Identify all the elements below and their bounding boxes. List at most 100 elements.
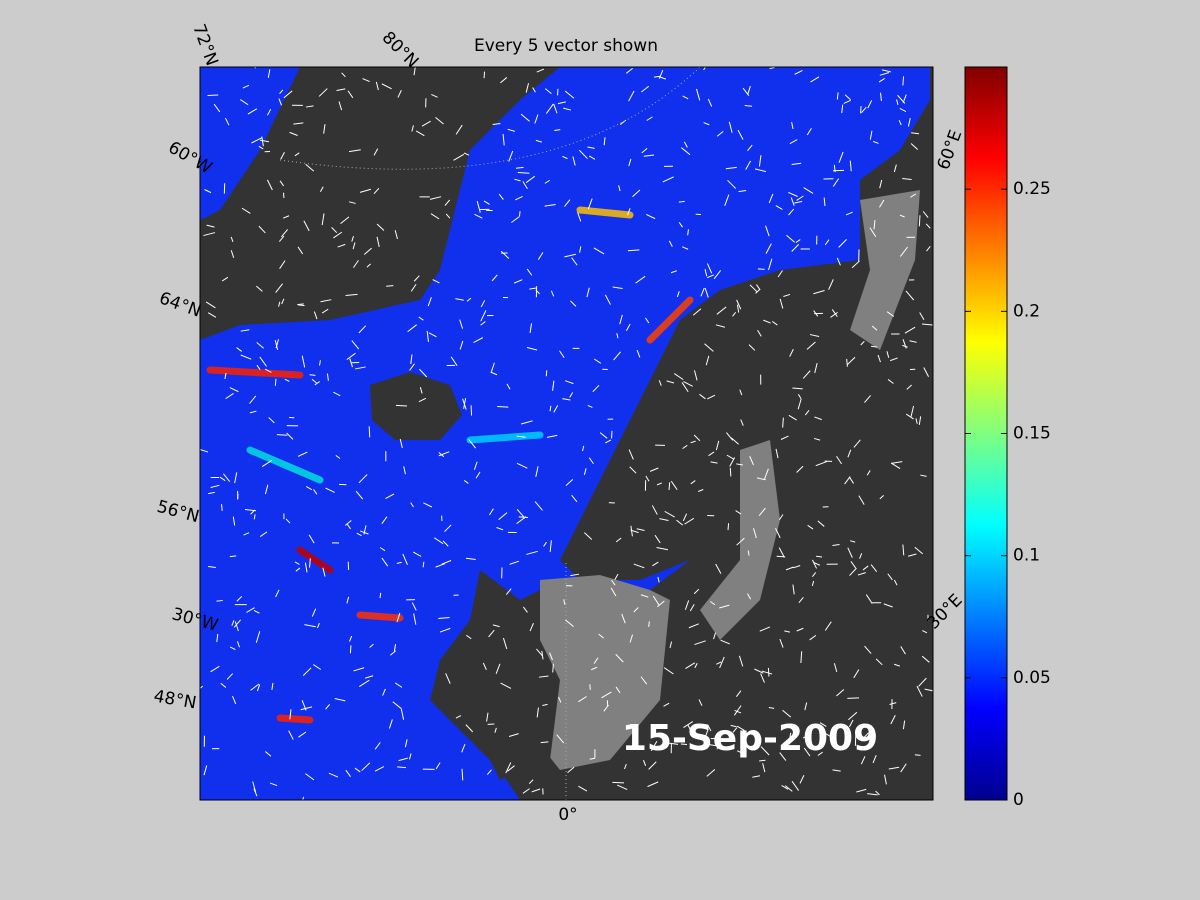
- vector: [849, 567, 857, 576]
- vector: [271, 682, 274, 691]
- vector: [920, 474, 927, 477]
- vector: [410, 502, 414, 508]
- vector: [247, 108, 258, 115]
- vector: [302, 667, 312, 676]
- vector: [610, 587, 617, 597]
- vector: [283, 90, 293, 99]
- vector: [500, 77, 508, 84]
- vector: [890, 715, 896, 725]
- vector: [836, 455, 842, 465]
- vector: [615, 653, 624, 663]
- vector: [515, 166, 524, 169]
- vector: [713, 632, 717, 640]
- vector: [652, 595, 660, 606]
- vector: [295, 567, 301, 572]
- vector: [628, 449, 634, 460]
- vector: [275, 283, 284, 293]
- current-streak: [356, 611, 404, 622]
- vector: [374, 766, 385, 772]
- vector: [556, 734, 565, 744]
- vector: [526, 347, 538, 351]
- vector: [564, 90, 575, 99]
- vector: [409, 753, 412, 760]
- vector: [790, 197, 795, 206]
- vector: [696, 88, 701, 101]
- vector: [514, 178, 521, 182]
- vector: [763, 319, 771, 324]
- vector: [435, 762, 441, 770]
- vector: [426, 330, 429, 342]
- vector: [789, 732, 792, 740]
- vector: [269, 782, 278, 787]
- vector: [692, 308, 702, 316]
- vector: [240, 99, 249, 106]
- vector: [914, 546, 924, 555]
- vector: [918, 677, 927, 687]
- map: [200, 67, 933, 800]
- vector: [276, 434, 288, 436]
- vector: [318, 360, 321, 366]
- vector: [736, 537, 745, 546]
- vector: [363, 525, 367, 535]
- vector: [221, 276, 229, 282]
- vector: [807, 524, 814, 530]
- vector: [303, 220, 310, 232]
- vector: [911, 132, 920, 135]
- vector: [859, 553, 863, 559]
- vector: [309, 374, 316, 376]
- vector: [640, 676, 648, 685]
- vector: [795, 239, 801, 243]
- vector: [522, 788, 530, 794]
- vector: [670, 270, 677, 274]
- vector: [856, 788, 867, 793]
- vector: [587, 404, 593, 408]
- vector: [811, 559, 817, 569]
- vector: [735, 690, 742, 698]
- vector: [313, 664, 322, 670]
- vector: [249, 410, 257, 414]
- vector: [229, 387, 239, 393]
- vector: [427, 297, 432, 307]
- vector: [889, 702, 897, 706]
- vector: [687, 724, 693, 733]
- vector: [455, 298, 464, 301]
- vector: [803, 747, 811, 757]
- vector: [599, 432, 608, 439]
- vector: [836, 257, 841, 266]
- vector: [264, 368, 272, 373]
- colorbar-ticks: 0 0.05 0.1 0.15 0.2 0.25: [965, 179, 1051, 810]
- vector: [345, 293, 358, 296]
- vector: [676, 291, 680, 298]
- vector: [830, 311, 838, 318]
- vector: [300, 706, 313, 711]
- vector: [630, 529, 639, 534]
- vector: [413, 67, 416, 76]
- vector: [614, 573, 619, 580]
- vector: [616, 333, 619, 339]
- vector: [817, 751, 823, 756]
- vector: [857, 572, 866, 576]
- vector: [356, 532, 362, 537]
- vector: [880, 92, 882, 101]
- vector: [747, 593, 752, 600]
- vector: [466, 297, 472, 302]
- vector: [432, 279, 440, 284]
- vector: [404, 739, 408, 748]
- vector: [226, 673, 234, 680]
- vector: [618, 185, 621, 192]
- vector: [736, 725, 745, 731]
- vector: [871, 345, 878, 348]
- vector: [442, 540, 449, 547]
- vector: [321, 213, 325, 226]
- vector: [811, 572, 817, 578]
- vector: [415, 130, 425, 137]
- vector: [915, 418, 918, 424]
- vector: [887, 573, 893, 581]
- vector: [738, 655, 744, 667]
- vector: [674, 373, 684, 381]
- vector: [636, 349, 641, 358]
- vector: [809, 634, 817, 641]
- vector: [410, 283, 417, 292]
- vector: [488, 629, 495, 638]
- vector: [809, 334, 820, 337]
